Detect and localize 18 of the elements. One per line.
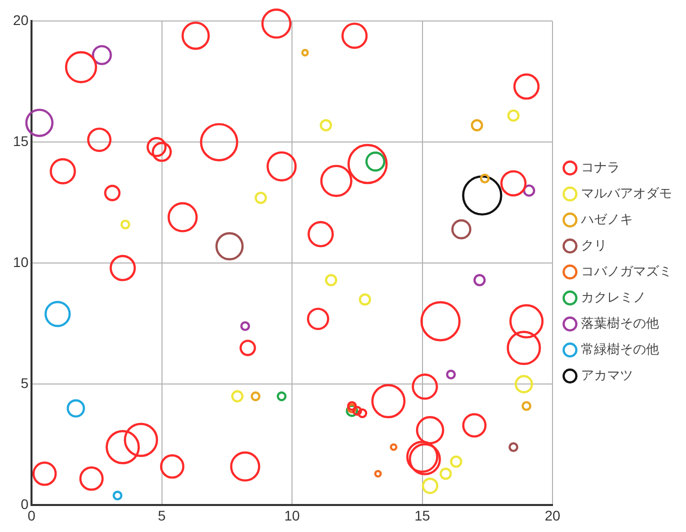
legend-label: コバノガマズミ bbox=[581, 264, 672, 280]
x-tick-label: 10 bbox=[284, 507, 300, 524]
legend-label: 落葉樹その他 bbox=[581, 316, 659, 332]
legend-label: ハゼノキ bbox=[580, 212, 633, 228]
x-tick-label: 5 bbox=[158, 507, 166, 524]
legend-label: 常緑樹その他 bbox=[581, 342, 659, 358]
y-tick-label: 10 bbox=[12, 254, 29, 270]
y-tick-label: 0 bbox=[20, 496, 29, 512]
y-tick-label: 15 bbox=[12, 133, 29, 150]
legend-label: マルバアオダモ bbox=[581, 186, 672, 202]
x-tick-label: 20 bbox=[544, 507, 560, 524]
x-tick-label: 15 bbox=[414, 507, 430, 524]
legend-label: カクレミノ bbox=[581, 290, 646, 306]
y-tick-label: 20 bbox=[12, 12, 29, 28]
y-tick-label: 5 bbox=[20, 375, 29, 392]
legend-label: コナラ bbox=[581, 160, 620, 176]
legend-label: アカマツ bbox=[581, 368, 633, 384]
legend-label: クリ bbox=[581, 238, 607, 254]
